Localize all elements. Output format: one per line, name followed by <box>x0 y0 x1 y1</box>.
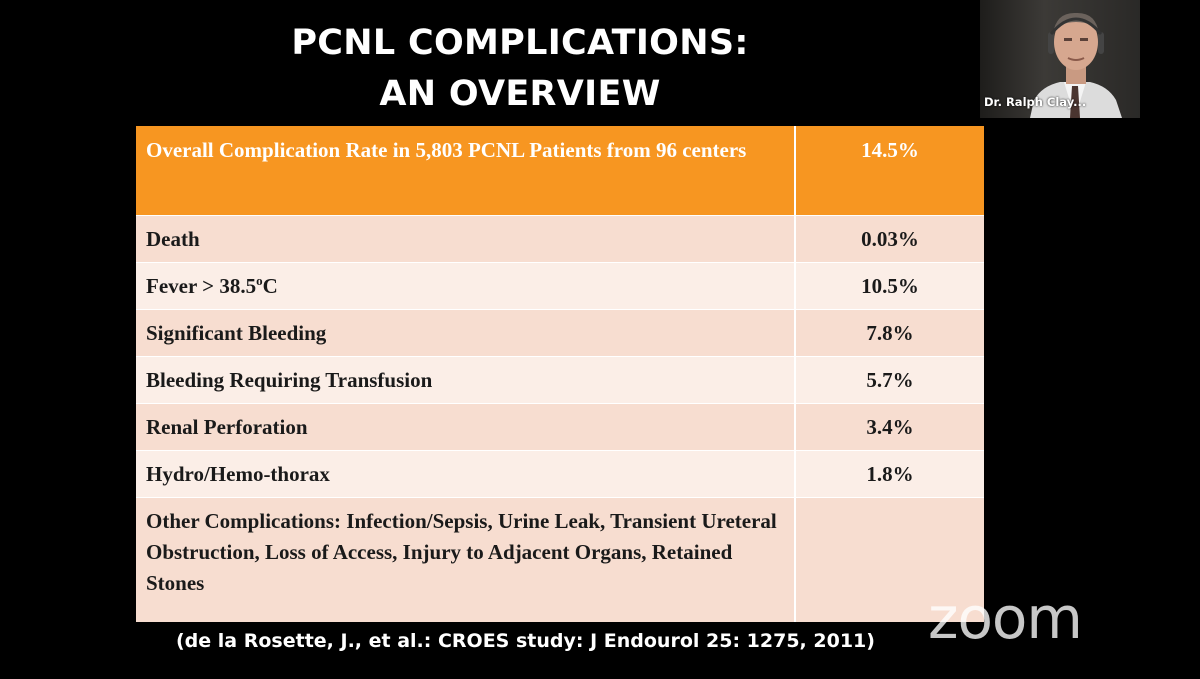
row-value: 7.8% <box>795 309 984 357</box>
header-label: Overall Complication Rate in 5,803 PCNL … <box>136 126 796 216</box>
zoom-logo: zoom <box>928 584 1083 652</box>
participant-name-label: Dr. Ralph Clay... <box>984 95 1087 109</box>
table-row: Hydro/Hemo-thorax 1.8% <box>136 450 984 498</box>
row-label: Renal Perforation <box>136 403 796 451</box>
row-label: Hydro/Hemo-thorax <box>136 450 796 498</box>
table-row: Renal Perforation 3.4% <box>136 403 984 451</box>
row-label: Significant Bleeding <box>136 309 796 357</box>
row-label-superscript: o <box>256 273 263 288</box>
row-value: 0.03% <box>795 215 984 263</box>
row-label: Death <box>136 215 796 263</box>
slide-title: PCNL COMPLICATIONS: AN OVERVIEW <box>260 18 780 120</box>
title-line-1: PCNL COMPLICATIONS: <box>291 23 749 63</box>
row-label-suffix: C <box>262 274 278 298</box>
row-value: 10.5% <box>795 262 984 310</box>
row-value: 5.7% <box>795 356 984 404</box>
citation-text: (de la Rosette, J., et al.: CROES study:… <box>176 630 875 652</box>
table-header-row: Overall Complication Rate in 5,803 PCNL … <box>136 126 984 216</box>
row-value <box>795 497 984 622</box>
complications-table: Overall Complication Rate in 5,803 PCNL … <box>136 126 984 622</box>
table-row: Death 0.03% <box>136 215 984 263</box>
participant-video-image <box>1030 12 1122 118</box>
title-line-2: AN OVERVIEW <box>379 74 661 114</box>
row-value: 3.4% <box>795 403 984 451</box>
row-label: Fever > 38.5oC <box>136 262 796 310</box>
row-label: Bleeding Requiring Transfusion <box>136 356 796 404</box>
row-label: Other Complications: Infection/Sepsis, U… <box>136 497 796 622</box>
table-row: Fever > 38.5oC 10.5% <box>136 262 984 310</box>
table-row: Significant Bleeding 7.8% <box>136 309 984 357</box>
row-label-text: Fever > 38.5 <box>146 274 257 298</box>
participant-video-tile[interactable]: Dr. Ralph Clay... <box>980 0 1140 118</box>
row-value: 1.8% <box>795 450 984 498</box>
table-row: Other Complications: Infection/Sepsis, U… <box>136 497 984 622</box>
header-value: 14.5% <box>795 126 984 216</box>
complications-table-panel: Overall Complication Rate in 5,803 PCNL … <box>136 126 984 622</box>
table-row: Bleeding Requiring Transfusion 5.7% <box>136 356 984 404</box>
